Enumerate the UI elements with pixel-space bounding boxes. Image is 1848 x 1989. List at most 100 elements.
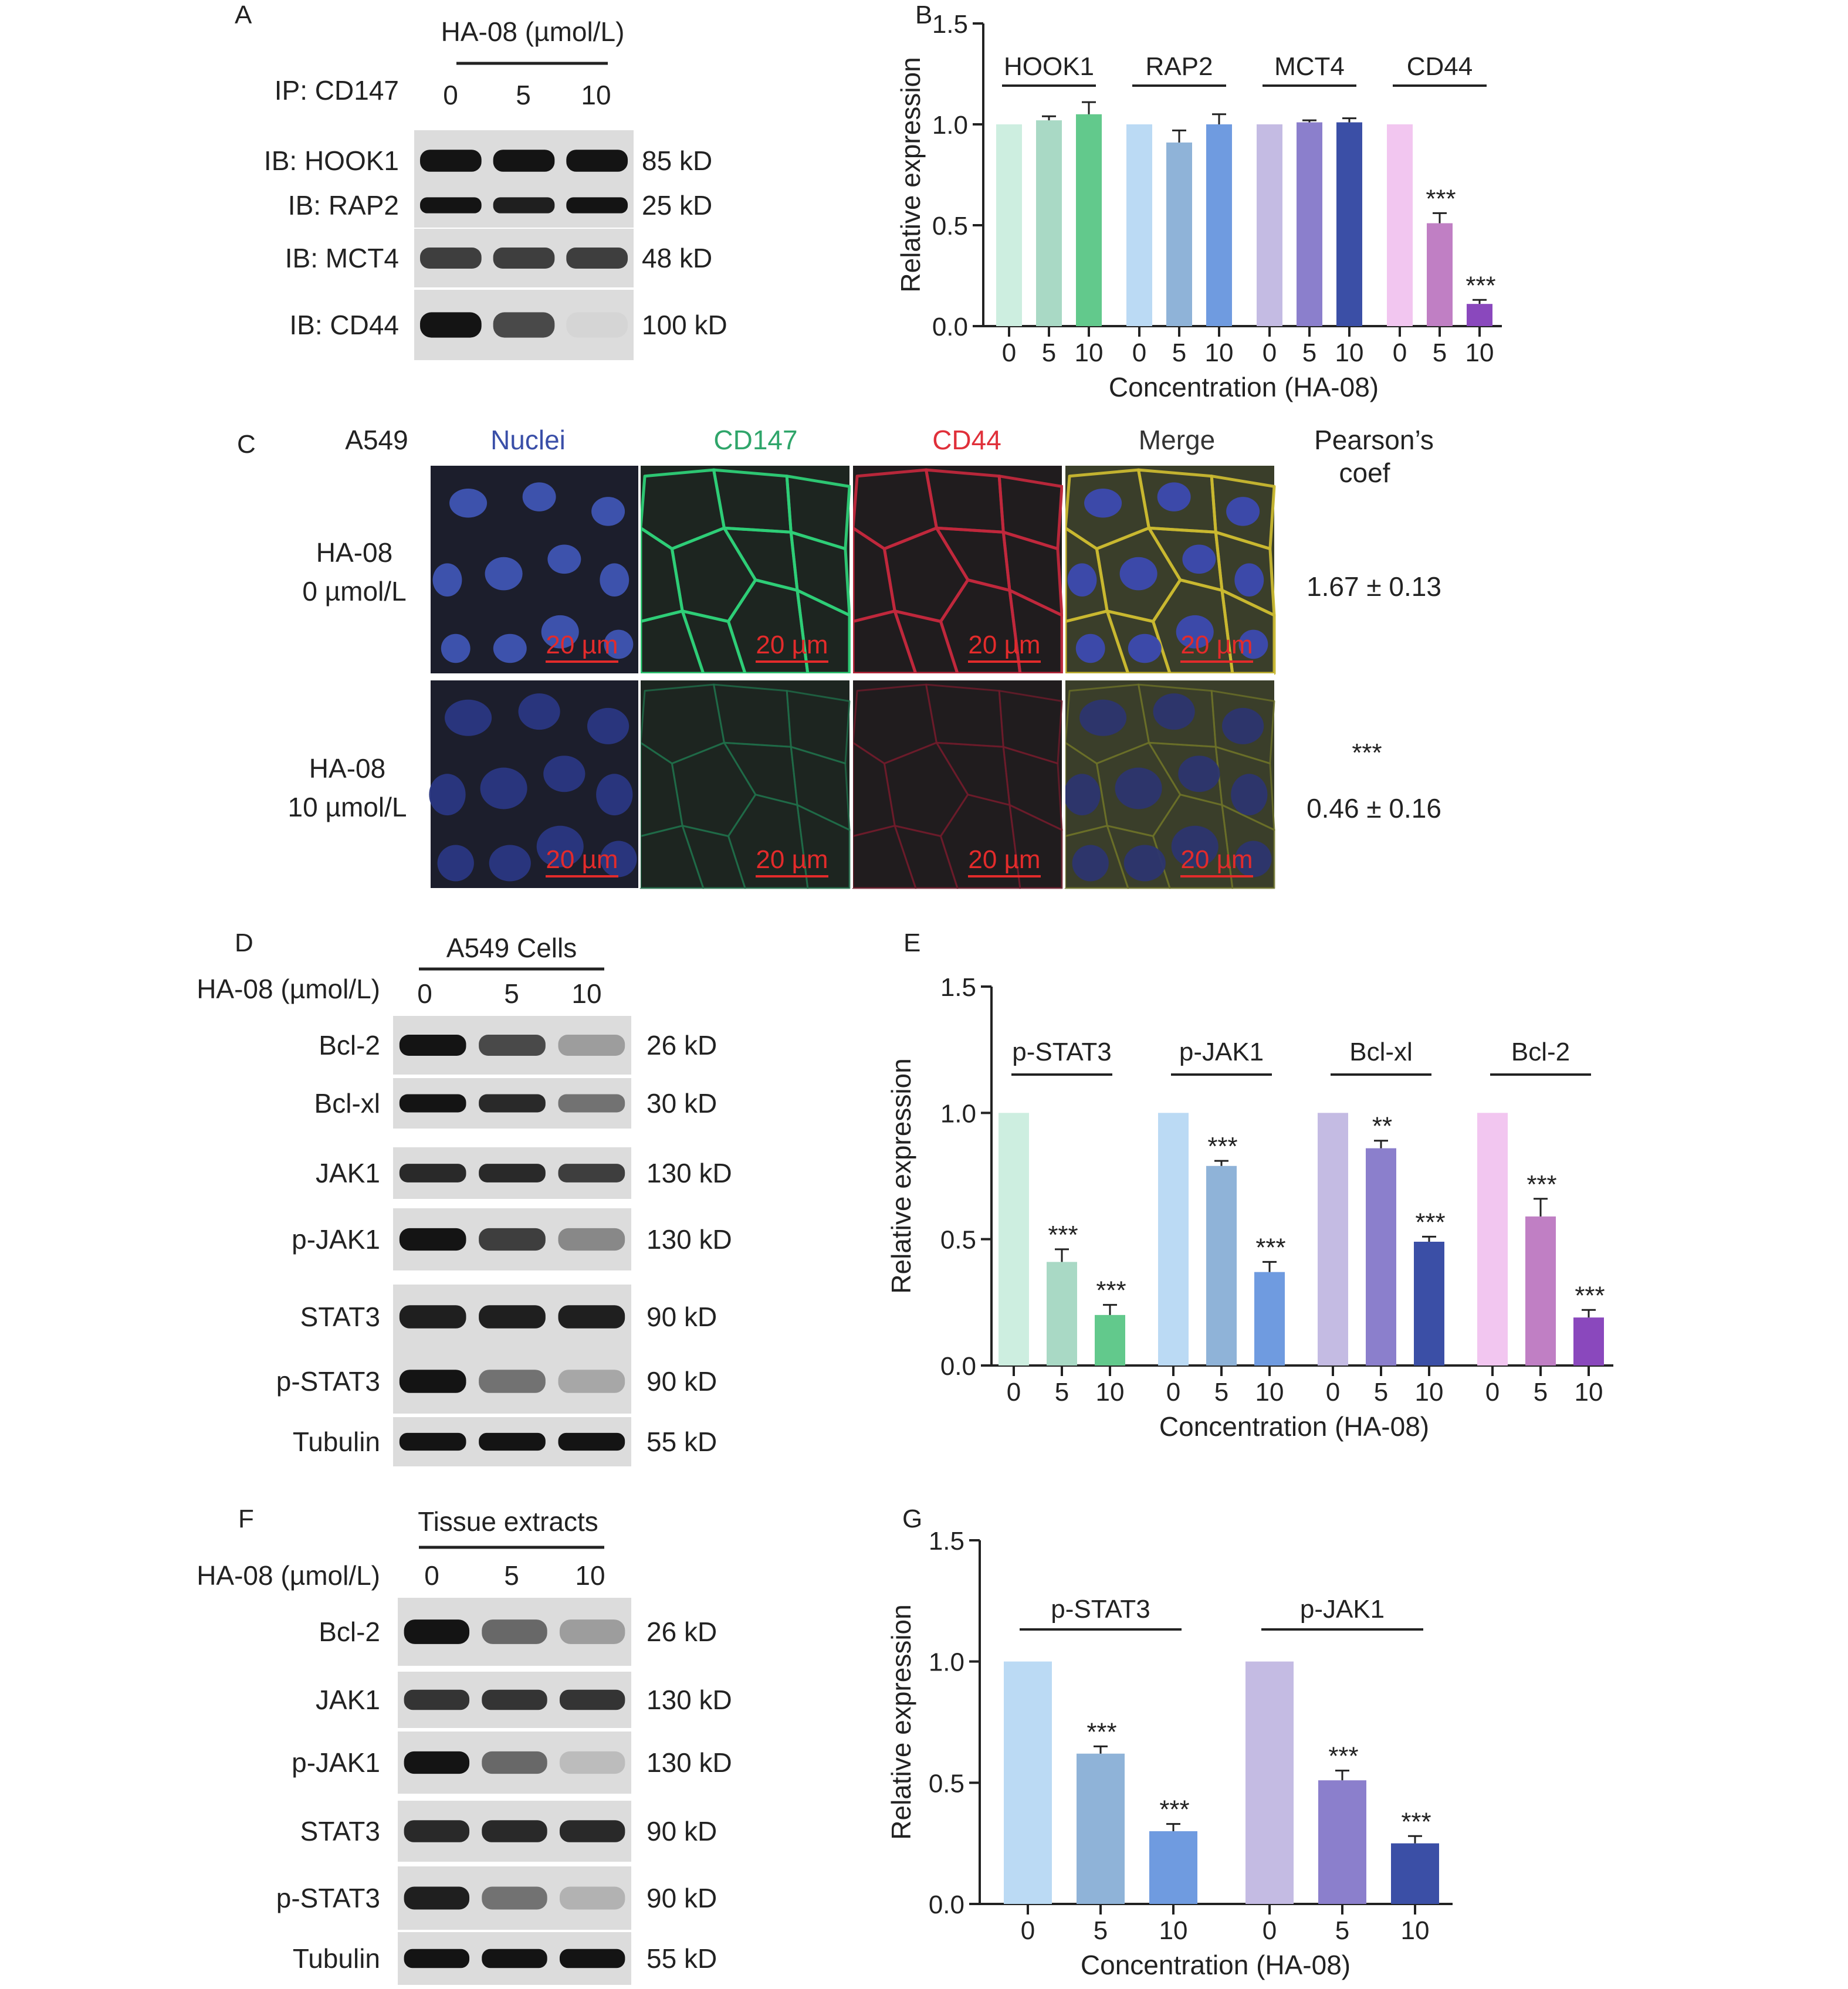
bar <box>1366 1148 1396 1365</box>
bar <box>1206 1165 1237 1365</box>
x-tick-label: 10 <box>1255 1378 1284 1407</box>
blot-a-band <box>493 312 555 338</box>
panel-g-letter: G <box>902 1505 922 1533</box>
blot-f-label: Bcl-2 <box>319 1617 380 1647</box>
x-tick-label: 10 <box>1335 338 1364 367</box>
blot-f-label: JAK1 <box>316 1685 380 1715</box>
y-axis-label: Relative expression <box>886 1058 916 1293</box>
blot-d-band <box>399 1432 466 1451</box>
panel-a-letter: A <box>235 1 252 29</box>
cell-nucleus <box>600 841 637 877</box>
group-label: p-JAK1 <box>1300 1595 1385 1624</box>
row-0-label-line2: 0 µmol/L <box>302 576 406 606</box>
blot-f-band <box>482 1751 547 1774</box>
blot-a-band <box>419 150 482 172</box>
panel-f-letter: F <box>238 1505 254 1533</box>
chart-g: 0.0 0.5 1.0 1.5 Relative expression Concentra… <box>886 1527 1453 1980</box>
panel-f-header: Tissue extracts <box>418 1506 598 1537</box>
cell-nucleus <box>1075 633 1105 663</box>
bar <box>1095 1314 1125 1365</box>
blot-f-band <box>559 1820 625 1842</box>
blot-f-band <box>404 1751 470 1774</box>
chart-e: 0.0 0.5 1.0 1.5 Relative expression Concentra… <box>886 973 1613 1442</box>
channel-label-cd44: CD44 <box>932 425 1001 455</box>
y-tick-label: 0.0 <box>932 313 968 341</box>
blot-d-band <box>558 1094 625 1113</box>
panel-f-lane-1: 5 <box>504 1560 519 1591</box>
blot-a-band <box>493 197 555 214</box>
cell-nucleus <box>432 563 462 597</box>
blot-d-band <box>479 1305 546 1329</box>
panel-a-lane-1: 5 <box>516 80 531 110</box>
cell-nucleus <box>596 774 633 816</box>
y-tick-label: 0.0 <box>929 1890 964 1919</box>
blot-f-size: 90 kD <box>647 1883 717 1913</box>
blot-a-size: 25 kD <box>642 190 712 221</box>
cell-nucleus <box>1234 563 1264 597</box>
cell-nucleus <box>1079 699 1127 736</box>
scale-bar-label: 20 µm <box>968 631 1040 659</box>
cell-nucleus <box>493 633 527 663</box>
cell-nucleus <box>1231 774 1268 816</box>
bar <box>1318 1113 1348 1365</box>
x-tick-label: 5 <box>1055 1378 1069 1407</box>
x-axis-label: Concentration (HA-08) <box>1109 372 1379 402</box>
row-0-coef: 1.67 ± 0.13 <box>1307 571 1441 602</box>
panel-a-blots: IB: HOOK1 85 kD IB: RAP2 25 kD IB: MCT4 48 kD… <box>264 130 727 360</box>
significance-mark: *** <box>1087 1717 1116 1746</box>
x-tick-label: 10 <box>1205 338 1234 367</box>
cell-nucleus <box>518 693 560 730</box>
panel-g: G 0.0 0.5 1.0 1.5 Relative expression Concent… <box>886 1505 1453 1980</box>
row-1-label-line2: 10 µmol/L <box>288 792 407 822</box>
blot-f-size: 130 kD <box>647 1747 732 1778</box>
panel-c-letter: C <box>237 430 256 459</box>
cell-nucleus <box>429 774 466 816</box>
cell-nucleus <box>536 825 584 868</box>
blot-d-band <box>558 1035 625 1056</box>
blot-f-band <box>482 1886 547 1910</box>
cell-nucleus <box>485 557 523 591</box>
cell-nucleus <box>1222 707 1264 744</box>
blot-d-label: p-STAT3 <box>276 1366 380 1397</box>
x-tick-label: 0 <box>1132 338 1146 367</box>
y-tick-label: 1.0 <box>940 1099 976 1128</box>
blot-a-band <box>566 150 628 172</box>
bar <box>1467 304 1492 326</box>
blot-f-band <box>482 1689 547 1710</box>
group-label: p-STAT3 <box>1012 1038 1112 1066</box>
significance-mark: *** <box>1207 1132 1237 1161</box>
cell-nucleus <box>1226 497 1260 526</box>
x-tick-label: 5 <box>1374 1378 1388 1407</box>
blot-f-band <box>559 1949 625 1968</box>
y-tick-label: 1.5 <box>932 10 968 39</box>
x-tick-label: 0 <box>1263 1916 1277 1945</box>
panel-d-lane-1: 5 <box>504 978 519 1009</box>
bar <box>1573 1317 1604 1365</box>
bar <box>1166 142 1192 326</box>
cell-nucleus <box>449 488 488 518</box>
bar <box>1525 1216 1556 1365</box>
bar <box>1336 122 1362 326</box>
x-tick-label: 10 <box>1075 338 1104 367</box>
y-tick-label: 1.5 <box>929 1527 964 1556</box>
blot-f-band <box>559 1886 625 1910</box>
panel-c-cell-line: A549 <box>345 425 408 455</box>
y-tick-label: 0.5 <box>940 1226 976 1255</box>
bar <box>1206 124 1232 326</box>
panel-d-header: A549 Cells <box>446 933 577 963</box>
blot-d-band <box>479 1035 546 1056</box>
blot-f-band <box>404 1820 470 1842</box>
panel-a-ip-label: IP: CD147 <box>275 75 399 106</box>
panel-f-treatment-label: HA-08 (µmol/L) <box>197 1560 380 1591</box>
cell-nucleus <box>1115 767 1162 809</box>
significance-mark: *** <box>1096 1276 1126 1305</box>
bar <box>1077 1753 1125 1904</box>
bar <box>1126 124 1152 326</box>
blot-d-band <box>479 1370 546 1393</box>
panel-e-letter: E <box>903 929 920 957</box>
blot-d-size: 90 kD <box>647 1366 717 1397</box>
x-axis-label: Concentration (HA-08) <box>1081 1950 1351 1980</box>
blot-a-size: 100 kD <box>642 310 727 340</box>
panel-b-letter: B <box>915 1 932 29</box>
